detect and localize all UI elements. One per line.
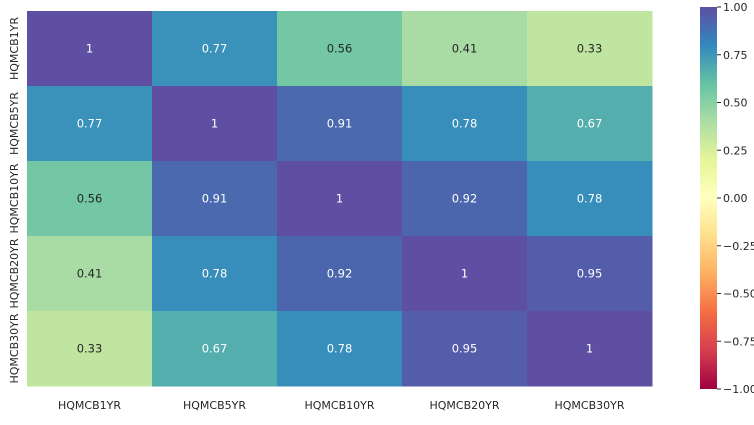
heatmap-cell bbox=[152, 11, 278, 87]
y-tick-label: HQMCB1YR bbox=[8, 17, 21, 80]
x-tick-label: HQMCB20YR bbox=[429, 399, 499, 412]
heatmap-cell bbox=[402, 161, 528, 237]
cell-value-label: 0.95 bbox=[452, 342, 478, 356]
y-tick-label: HQMCB30YR bbox=[8, 313, 21, 383]
cell-value-label: 0.33 bbox=[577, 42, 603, 56]
y-axis-tick-labels: HQMCB1YR HQMCB5YR HQMCB10YR HQMCB20YR HQMCB3… bbox=[8, 17, 21, 384]
cell-value-label: 0.56 bbox=[77, 192, 103, 206]
x-tick-label: HQMCB5YR bbox=[183, 399, 246, 412]
heatmap-cell bbox=[402, 11, 528, 87]
cell-value-label: 0.78 bbox=[202, 267, 228, 281]
heatmap-cell bbox=[27, 161, 153, 237]
colorbar-tick-label: −0.50 bbox=[723, 288, 754, 301]
cell-value-label: 1 bbox=[586, 342, 593, 356]
heatmap-cell bbox=[27, 11, 153, 87]
heatmap-cell-labels: 1 0.77 0.56 0.41 0.33 0.77 1 0.91 0.78 0.67 0.56 0.… bbox=[77, 42, 603, 356]
heatmap-cell bbox=[152, 86, 278, 162]
colorbar-gradient bbox=[700, 7, 717, 389]
heatmap-cell bbox=[27, 236, 153, 312]
cell-value-label: 1 bbox=[336, 192, 343, 206]
heatmap-cell bbox=[527, 311, 653, 387]
heatmap-cells bbox=[27, 11, 653, 387]
colorbar-tick-label: −0.25 bbox=[723, 240, 754, 253]
heatmap-cell bbox=[277, 236, 403, 312]
heatmap-cell bbox=[277, 161, 403, 237]
heatmap-cell bbox=[27, 86, 153, 162]
x-tick-label: HQMCB1YR bbox=[58, 399, 121, 412]
cell-value-label: 0.91 bbox=[327, 117, 353, 131]
cell-value-label: 0.56 bbox=[327, 42, 353, 56]
colorbar-tick-label: 0.00 bbox=[723, 192, 748, 205]
colorbar: 1.00 0.75 0.50 0.25 0.00 −0.25 −0.50 −0.75 −1.00 bbox=[700, 1, 754, 396]
cell-value-label: 0.67 bbox=[202, 342, 228, 356]
cell-value-label: 0.95 bbox=[577, 267, 603, 281]
cell-value-label: 0.92 bbox=[327, 267, 353, 281]
colorbar-tick-label: −1.00 bbox=[723, 383, 754, 396]
heatmap-cell bbox=[402, 86, 528, 162]
cell-value-label: 0.78 bbox=[577, 192, 603, 206]
x-tick-label: HQMCB30YR bbox=[554, 399, 624, 412]
cell-value-label: 0.67 bbox=[577, 117, 603, 131]
heatmap-cell bbox=[27, 311, 153, 387]
heatmap-cell bbox=[402, 311, 528, 387]
heatmap-cell bbox=[152, 236, 278, 312]
y-tick-label: HQMCB10YR bbox=[8, 163, 21, 233]
cell-value-label: 1 bbox=[211, 117, 218, 131]
x-tick-label: HQMCB10YR bbox=[304, 399, 374, 412]
cell-value-label: 0.92 bbox=[452, 192, 478, 206]
cell-value-label: 0.78 bbox=[452, 117, 478, 131]
colorbar-tick-label: 0.75 bbox=[723, 49, 748, 62]
heatmap-cell bbox=[527, 161, 653, 237]
cell-value-label: 0.77 bbox=[202, 42, 228, 56]
x-axis-tick-labels: HQMCB1YR HQMCB5YR HQMCB10YR HQMCB20YR HQMCB3… bbox=[58, 399, 625, 412]
heatmap-cell bbox=[152, 311, 278, 387]
cell-value-label: 0.41 bbox=[452, 42, 478, 56]
y-tick-label: HQMCB5YR bbox=[8, 92, 21, 155]
colorbar-tick-label: −0.75 bbox=[723, 335, 754, 348]
heatmap-cell bbox=[527, 86, 653, 162]
cell-value-label: 0.91 bbox=[202, 192, 228, 206]
cell-value-label: 0.78 bbox=[327, 342, 353, 356]
heatmap-cell bbox=[402, 236, 528, 312]
heatmap-cell bbox=[527, 11, 653, 87]
cell-value-label: 0.33 bbox=[77, 342, 103, 356]
heatmap-cell bbox=[277, 86, 403, 162]
cell-value-label: 0.77 bbox=[77, 117, 103, 131]
cell-value-label: 0.41 bbox=[77, 267, 103, 281]
colorbar-tick-label: 1.00 bbox=[723, 1, 748, 14]
colorbar-tick-label: 0.25 bbox=[723, 144, 748, 157]
y-tick-label: HQMCB20YR bbox=[8, 238, 21, 308]
heatmap-cell bbox=[277, 311, 403, 387]
cell-value-label: 1 bbox=[461, 267, 468, 281]
cell-value-label: 1 bbox=[86, 42, 93, 56]
heatmap-cell bbox=[527, 236, 653, 312]
heatmap-cell bbox=[277, 11, 403, 87]
colorbar-tick-label: 0.50 bbox=[723, 97, 748, 110]
heatmap-cell bbox=[152, 161, 278, 237]
colorbar-tick-labels: 1.00 0.75 0.50 0.25 0.00 −0.25 −0.50 −0.75 −1.00 bbox=[717, 1, 754, 396]
